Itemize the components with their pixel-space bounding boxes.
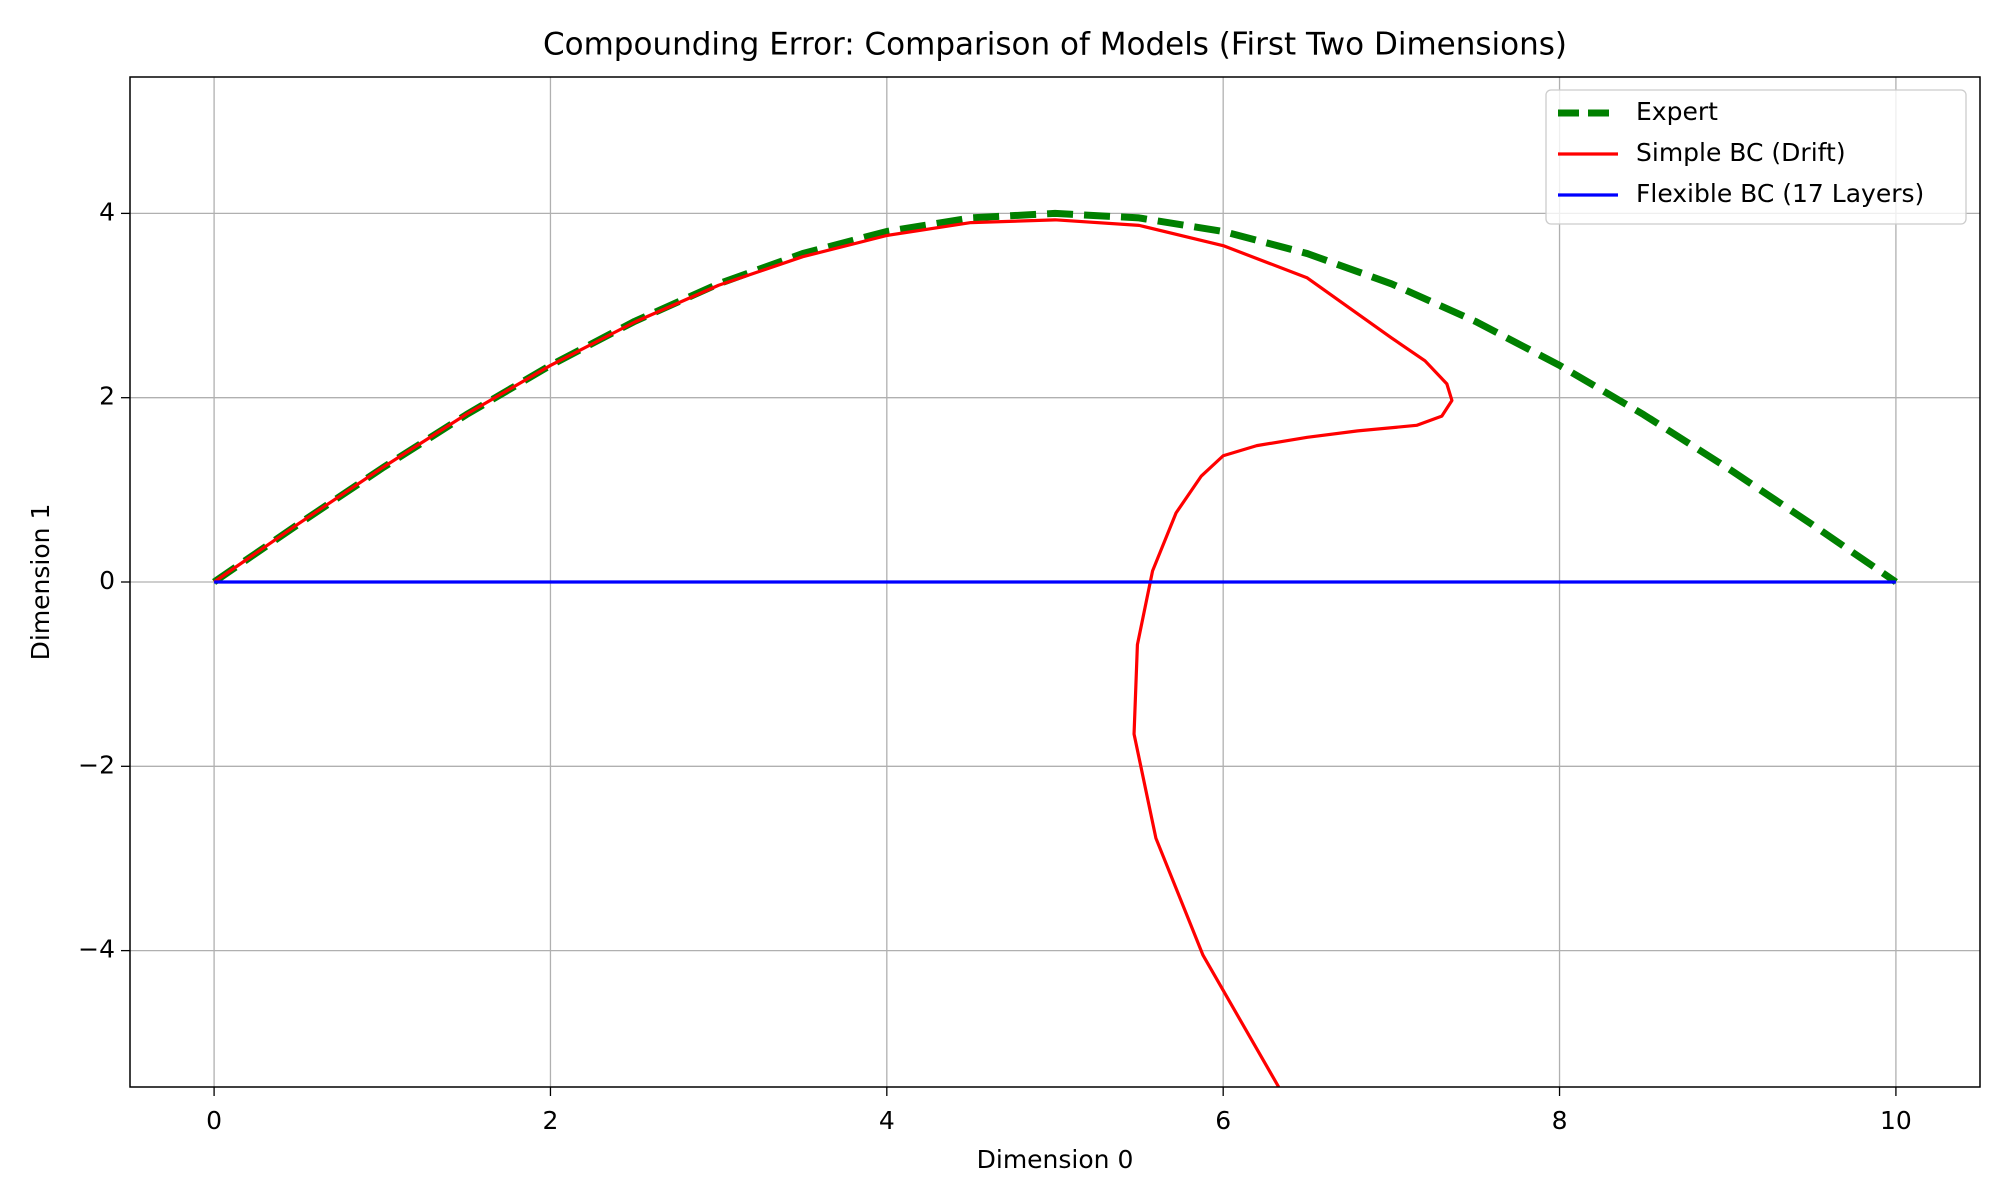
legend-box <box>1545 89 1967 225</box>
y-tick-label: 4 <box>99 197 115 226</box>
x-tick-label: 4 <box>879 1106 895 1135</box>
legend-label: Expert <box>1636 97 1718 126</box>
legend: Expert Simple BC (Drift) Flexible BC (17 L… <box>1545 89 1967 225</box>
x-tick-label: 8 <box>1552 1106 1568 1135</box>
y-axis-label: Dimension 1 <box>26 504 55 661</box>
y-tick-label: −4 <box>78 935 115 964</box>
x-tick-label: 6 <box>1215 1106 1231 1135</box>
plot-area <box>212 209 1898 1087</box>
axes-frame <box>129 76 1981 1088</box>
grid: 0 2 4 6 8 10 −4 −2 0 2 4 <box>78 77 1980 1135</box>
x-tick-label: 2 <box>543 1106 559 1135</box>
chart-title: Compounding Error: Comparison of Models … <box>543 27 1567 63</box>
x-tick-label: 0 <box>206 1106 222 1135</box>
x-axis-label: Dimension 0 <box>977 1145 1134 1174</box>
y-tick-label: 0 <box>99 566 115 595</box>
series-line <box>213 218 1454 1087</box>
y-tick-label: −2 <box>78 750 115 779</box>
x-tick-label: 10 <box>1880 1106 1912 1135</box>
legend-label: Flexible BC (17 Layers) <box>1636 179 1924 208</box>
legend-label: Simple BC (Drift) <box>1636 138 1846 167</box>
y-tick-label: 2 <box>99 382 115 411</box>
